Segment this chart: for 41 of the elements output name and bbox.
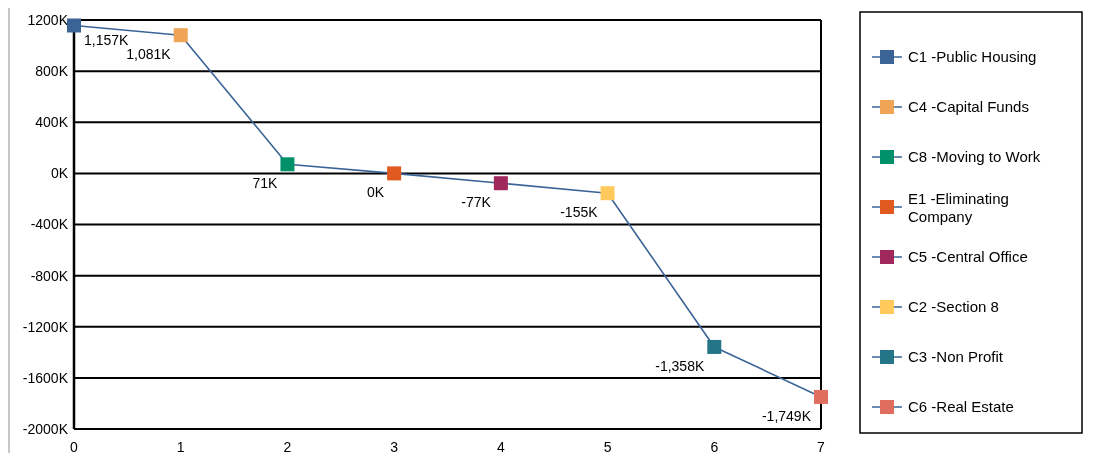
y-tick-label: -400K	[30, 216, 69, 233]
data-label: 1,081K	[126, 46, 172, 63]
data-label: -77K	[461, 194, 492, 211]
point	[280, 157, 295, 172]
point	[67, 18, 81, 33]
y-tick-label: -1200K	[22, 318, 69, 335]
y-tick-label: 800K	[35, 63, 69, 80]
point	[707, 339, 722, 354]
data-label: -155K	[560, 204, 599, 221]
y-tick-label: -1600K	[22, 369, 69, 386]
x-tick-label: 0	[70, 438, 79, 455]
data-label: -1,358K	[655, 357, 705, 374]
y-tick-label: 0K	[50, 165, 69, 182]
legend-label: C6 -Real Estate	[908, 398, 1014, 416]
x-tick-label: 4	[496, 438, 505, 455]
x-tick-label: 3	[390, 438, 399, 455]
point	[387, 166, 402, 181]
data-label: -1,749K	[761, 407, 812, 424]
legend-label: C8 -Moving to Work	[908, 148, 1041, 166]
legend-label: E1 -Eliminating Company	[908, 190, 1009, 225]
data-label: 1,157K	[84, 32, 130, 49]
y-tick-label: -800K	[30, 267, 69, 284]
data-label: 71K	[252, 175, 279, 192]
y-tick-label: 400K	[35, 114, 69, 131]
x-tick-label: 5	[603, 438, 612, 455]
legend-label: C3 -Non Profit	[908, 348, 1004, 366]
y-tick-label: 1200K	[27, 11, 69, 28]
point	[493, 176, 508, 191]
legend-label: C5 -Central Office	[908, 248, 1028, 266]
legend-label: C4 -Capital Funds	[908, 98, 1029, 116]
point	[814, 389, 828, 404]
point	[173, 28, 188, 43]
data-label: 0K	[367, 184, 385, 201]
y-tick-label: -2000K	[22, 420, 69, 437]
legend-label: C2 -Section 8	[908, 298, 999, 316]
legend-label: C1 -Public Housing	[908, 48, 1037, 66]
x-tick-label: 6	[710, 438, 719, 455]
x-tick-label: 1	[176, 438, 185, 455]
x-tick-label: 7	[817, 438, 826, 455]
point	[600, 186, 615, 201]
x-tick-label: 2	[283, 438, 292, 455]
